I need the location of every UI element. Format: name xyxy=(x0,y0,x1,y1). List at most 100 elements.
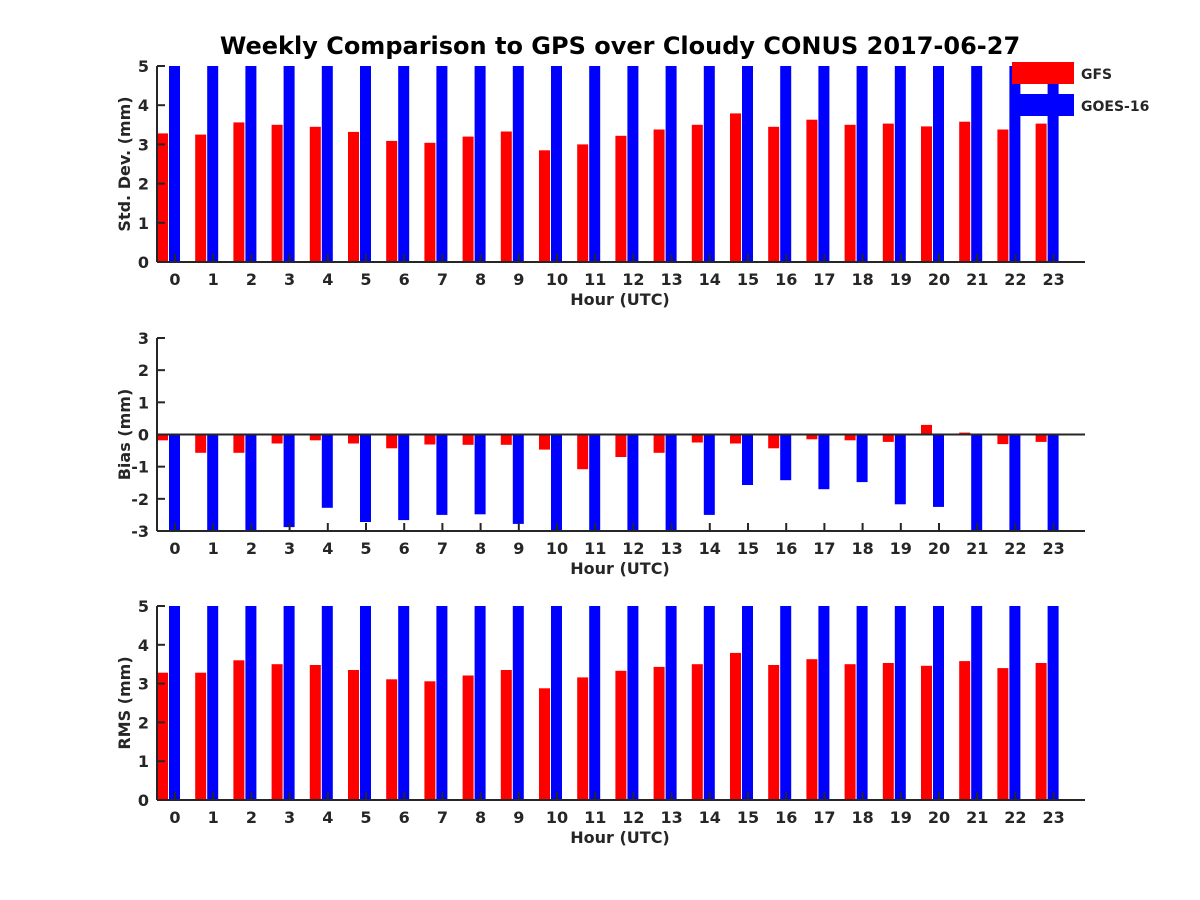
x-tick-label: 19 xyxy=(890,270,912,289)
x-tick-label: 8 xyxy=(475,808,486,827)
bar-bias-gfs-17 xyxy=(806,434,818,440)
bar-bias-goes16-17 xyxy=(818,434,830,490)
bar-rms-goes16-13 xyxy=(665,606,677,800)
bar-std-gfs-23 xyxy=(1035,123,1047,262)
bar-std-goes16-20 xyxy=(933,66,944,262)
x-tick-label: 16 xyxy=(775,270,797,289)
bar-std-goes16-3 xyxy=(283,66,295,262)
x-tick-label: 15 xyxy=(737,539,759,558)
bar-std-gfs-12 xyxy=(615,135,627,262)
bar-rms-gfs-20 xyxy=(921,665,932,800)
bar-std-gfs-6 xyxy=(386,140,398,262)
y-tick-label: 3 xyxy=(138,329,149,348)
bar-std-goes16-12 xyxy=(627,66,639,262)
x-tick-label: 21 xyxy=(966,270,988,289)
bar-bias-goes16-7 xyxy=(436,434,448,515)
bar-bias-goes16-9 xyxy=(512,434,524,524)
bar-bias-gfs-3 xyxy=(271,434,283,444)
bar-bias-goes16-19 xyxy=(894,434,906,505)
x-tick-label: 7 xyxy=(437,808,448,827)
x-tick-label: 22 xyxy=(1004,270,1026,289)
x-tick-label: 6 xyxy=(399,539,410,558)
x-tick-label: 1 xyxy=(208,539,219,558)
x-tick-label: 4 xyxy=(322,808,333,827)
bar-rms-gfs-12 xyxy=(615,670,627,800)
x-tick-label: 15 xyxy=(737,808,759,827)
y-tick-label: 5 xyxy=(138,597,149,616)
x-tick-label: 16 xyxy=(775,808,797,827)
bar-rms-gfs-21 xyxy=(959,661,971,800)
bar-rms-gfs-0 xyxy=(157,672,168,800)
bar-std-gfs-18 xyxy=(844,124,856,262)
bar-bias-goes16-21 xyxy=(971,434,983,531)
bar-std-goes16-23 xyxy=(1047,66,1059,262)
x-tick-label: 13 xyxy=(660,808,682,827)
y-tick-label: 4 xyxy=(138,96,149,115)
bar-rms-gfs-4 xyxy=(309,665,321,800)
x-tick-label: 17 xyxy=(813,270,835,289)
bar-std-gfs-15 xyxy=(730,113,741,263)
bar-std-gfs-19 xyxy=(882,123,894,262)
bar-bias-gfs-8 xyxy=(462,434,474,445)
bar-bias-goes16-14 xyxy=(703,434,715,515)
x-tick-label: 21 xyxy=(966,539,988,558)
bar-bias-gfs-20 xyxy=(921,424,932,435)
bar-bias-gfs-2 xyxy=(233,434,245,453)
legend-label-gfs: GFS xyxy=(1081,67,1112,83)
bar-std-gfs-7 xyxy=(424,142,436,262)
bar-std-goes16-0 xyxy=(169,66,180,262)
bar-bias-gfs-22 xyxy=(997,434,1009,445)
bar-std-goes16-18 xyxy=(856,66,868,262)
x-tick-label: 3 xyxy=(284,808,295,827)
bar-std-gfs-16 xyxy=(768,126,780,262)
x-tick-label: 0 xyxy=(169,808,180,827)
bar-rms-gfs-13 xyxy=(653,666,665,800)
y-tick-label: -1 xyxy=(131,458,149,477)
x-tick-label: 22 xyxy=(1004,808,1026,827)
legend-swatch-goes16 xyxy=(1012,94,1074,116)
x-tick-label: 20 xyxy=(928,808,950,827)
bar-bias-goes16-23 xyxy=(1047,434,1059,531)
x-tick-label: 17 xyxy=(813,808,835,827)
bar-std-gfs-13 xyxy=(653,129,665,262)
x-tick-label: 9 xyxy=(513,539,524,558)
bar-rms-goes16-16 xyxy=(780,606,792,800)
x-tick-label: 10 xyxy=(546,270,568,289)
y-tick-label: 1 xyxy=(138,752,149,771)
bar-rms-goes16-6 xyxy=(398,606,410,800)
bar-bias-goes16-3 xyxy=(283,434,295,528)
bar-std-gfs-10 xyxy=(539,150,550,262)
x-tick-label: 23 xyxy=(1042,808,1064,827)
bar-std-goes16-13 xyxy=(665,66,677,262)
bar-rms-gfs-11 xyxy=(577,677,589,800)
x-tick-label: 2 xyxy=(246,539,257,558)
y-tick-label: 2 xyxy=(138,713,149,732)
x-axis-label: Hour (UTC) xyxy=(570,828,670,847)
bar-bias-gfs-19 xyxy=(882,434,894,442)
bar-rms-goes16-10 xyxy=(551,606,562,800)
bar-rms-goes16-19 xyxy=(894,606,906,800)
x-tick-label: 18 xyxy=(851,270,873,289)
y-axis-label: RMS (mm) xyxy=(115,656,134,749)
x-tick-label: 22 xyxy=(1004,539,1026,558)
bar-std-gfs-1 xyxy=(195,134,207,262)
bar-bias-gfs-10 xyxy=(539,434,550,450)
bar-bias-goes16-10 xyxy=(551,434,562,531)
bar-bias-gfs-14 xyxy=(691,434,703,443)
x-tick-label: 2 xyxy=(246,270,257,289)
bar-std-gfs-22 xyxy=(997,129,1009,262)
bar-bias-gfs-15 xyxy=(730,434,741,444)
bar-bias-gfs-11 xyxy=(577,434,589,470)
x-tick-label: 16 xyxy=(775,539,797,558)
bar-rms-gfs-16 xyxy=(768,665,780,800)
bar-std-goes16-10 xyxy=(551,66,562,262)
x-tick-label: 19 xyxy=(890,539,912,558)
bar-rms-goes16-7 xyxy=(436,606,448,800)
x-tick-label: 15 xyxy=(737,270,759,289)
bar-rms-goes16-1 xyxy=(207,606,219,800)
bar-rms-goes16-2 xyxy=(245,606,257,800)
bar-bias-gfs-7 xyxy=(424,434,436,445)
bar-rms-goes16-0 xyxy=(169,606,180,800)
bar-bias-goes16-5 xyxy=(360,434,371,522)
